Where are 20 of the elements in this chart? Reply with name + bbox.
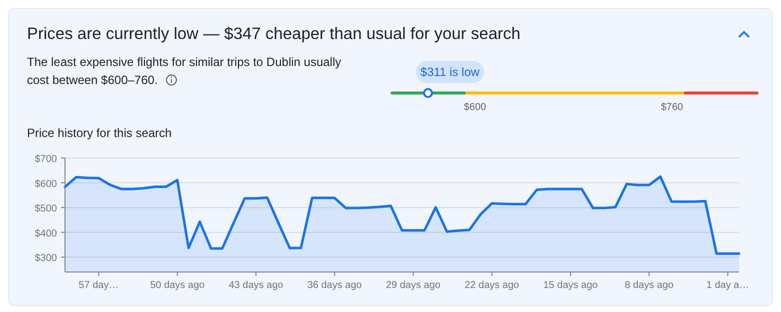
text: $311 is low (420, 65, 480, 79)
text: $760 (660, 102, 684, 113)
x-tick-label: 50 days ago (150, 280, 206, 291)
chart-title: Price history for this search (27, 126, 172, 140)
x-tick-label: 36 days ago (307, 280, 362, 291)
text: $600 (464, 102, 487, 113)
x-tick-label: 1 day a… (706, 280, 750, 291)
x-tick-label: 57 day… (78, 280, 119, 291)
x-tick-label: 8 days ago (624, 280, 674, 291)
x-tick-label: 43 days ago (228, 280, 284, 291)
y-tick-label: $400 (34, 228, 58, 240)
x-tick-label: 29 days ago (386, 280, 441, 291)
x-tick-label: 22 days ago (464, 280, 520, 291)
y-tick-label: $600 (34, 178, 58, 190)
y-tick-label: $500 (34, 204, 58, 215)
y-tick-label: $300 (34, 253, 58, 264)
x-tick-label: 15 days ago (543, 280, 598, 291)
text: The least expensive flights for similar trips to Dublin usually cost between $600–760. (27, 55, 342, 87)
y-tick-label: $700 (34, 154, 58, 165)
text: Prices are currently low — $347 cheaper than usual for your search (27, 25, 520, 43)
